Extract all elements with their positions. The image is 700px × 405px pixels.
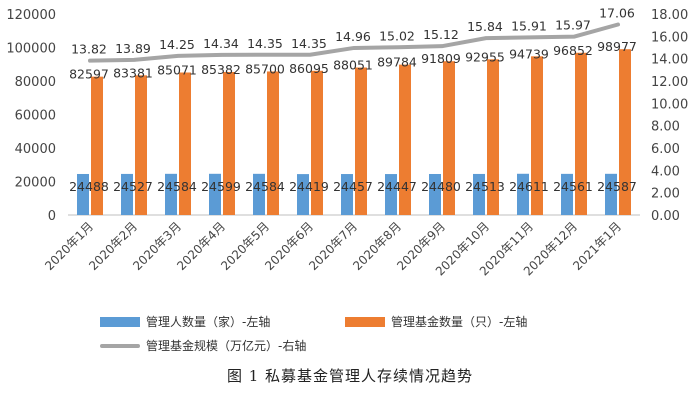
bar-managers xyxy=(473,173,485,215)
data-label-scale: 13.82 xyxy=(71,42,107,57)
bar-managers xyxy=(517,173,529,215)
data-label-scale: 14.35 xyxy=(291,36,327,51)
bar-funds xyxy=(355,67,367,215)
bar-managers xyxy=(561,173,573,215)
right-axis-tick-label: 0.00 xyxy=(651,209,680,224)
data-label-managers: 24480 xyxy=(421,179,461,194)
data-label-managers: 24447 xyxy=(377,179,417,194)
data-label-scale: 15.84 xyxy=(467,19,503,34)
data-label-managers: 24584 xyxy=(157,179,197,194)
left-axis-tick-label: 100000 xyxy=(6,42,56,57)
bar-managers xyxy=(605,173,617,215)
legend-label-scale: 管理基金规模（万亿元）-右轴 xyxy=(146,339,307,353)
data-label-funds: 85700 xyxy=(245,61,285,76)
data-label-managers: 24561 xyxy=(553,179,593,194)
left-axis-tick-label: 20000 xyxy=(15,176,56,191)
legend-swatch-funds xyxy=(345,316,385,327)
data-label-managers: 24457 xyxy=(333,179,373,194)
legend-label-managers: 管理人数量（家）-左轴 xyxy=(146,315,271,329)
data-label-managers: 24419 xyxy=(289,179,329,194)
data-label-managers: 24513 xyxy=(465,179,505,194)
bar-managers xyxy=(121,173,133,215)
right-axis-tick-label: 2.00 xyxy=(651,187,680,202)
bar-managers xyxy=(77,173,89,215)
legend-swatch-scale xyxy=(100,343,140,348)
left-axis-tick-label: 80000 xyxy=(15,75,56,90)
data-label-scale: 14.25 xyxy=(159,37,195,52)
data-label-scale: 14.35 xyxy=(247,36,283,51)
left-axis-tick-label: 120000 xyxy=(6,8,56,23)
line-fund-scale xyxy=(88,22,620,63)
left-axis-tick-label: 60000 xyxy=(15,109,56,124)
right-axis-tick-label: 12.00 xyxy=(651,75,688,90)
right-axis-tick-label: 4.00 xyxy=(651,164,680,179)
bar-funds xyxy=(443,61,455,215)
data-label-funds: 88051 xyxy=(333,58,373,73)
data-label-funds: 91809 xyxy=(421,51,461,66)
bar-managers xyxy=(297,174,309,215)
bar-funds xyxy=(575,52,587,215)
data-label-managers: 24488 xyxy=(69,179,109,194)
bar-managers xyxy=(341,174,353,215)
bar-managers xyxy=(385,174,397,215)
left-axis-tick-label: 40000 xyxy=(15,142,56,157)
data-label-funds: 94739 xyxy=(509,46,549,61)
data-label-managers: 24599 xyxy=(201,179,241,194)
bar-funds xyxy=(311,70,323,215)
left-axis-tick-label: 0 xyxy=(48,209,56,224)
data-label-scale: 14.34 xyxy=(203,36,239,51)
bar-managers xyxy=(429,173,441,215)
data-label-funds: 83381 xyxy=(113,65,153,80)
bar-managers xyxy=(253,173,265,215)
data-label-funds: 98977 xyxy=(597,39,637,54)
legend-swatch-managers xyxy=(100,316,140,327)
right-axis-tick-label: 6.00 xyxy=(651,142,680,157)
legend-item-scale: 管理基金规模（万亿元）-右轴 xyxy=(100,337,306,354)
right-axis-tick-label: 8.00 xyxy=(651,120,680,135)
right-axis-tick-label: 10.00 xyxy=(651,97,688,112)
data-label-scale: 13.89 xyxy=(115,41,151,56)
data-label-managers: 24587 xyxy=(597,179,637,194)
data-label-funds: 89784 xyxy=(377,55,417,70)
bar-funds xyxy=(91,76,103,215)
data-label-scale: 15.02 xyxy=(379,28,415,43)
legend-label-funds: 管理基金数量（只）-左轴 xyxy=(391,315,528,329)
bar-funds xyxy=(399,64,411,215)
data-label-funds: 85071 xyxy=(157,63,197,78)
right-axis-tick-label: 14.00 xyxy=(651,53,688,68)
right-axis-tick-label: 16.00 xyxy=(651,30,688,45)
data-label-funds: 96852 xyxy=(553,43,593,58)
data-label-funds: 92955 xyxy=(465,49,505,64)
legend-item-funds: 管理基金数量（只）-左轴 xyxy=(345,313,527,330)
data-label-scale: 14.96 xyxy=(335,29,371,44)
data-label-managers: 24527 xyxy=(113,179,153,194)
bar-managers xyxy=(209,173,221,215)
data-label-scale: 17.06 xyxy=(599,5,635,20)
data-label-funds: 82597 xyxy=(69,67,109,82)
bar-funds xyxy=(487,59,499,215)
figure-caption: 图 1 私募基金管理人存续情况趋势 xyxy=(226,367,474,385)
x-axis-tick-label: 2021年1月 xyxy=(570,219,624,273)
bar-managers xyxy=(165,173,177,215)
data-label-funds: 86095 xyxy=(289,61,329,76)
data-label-funds: 85382 xyxy=(201,62,241,77)
data-label-managers: 24584 xyxy=(245,179,285,194)
data-label-scale: 15.91 xyxy=(511,18,547,33)
right-axis-tick-label: 18.00 xyxy=(651,8,688,23)
bar-funds xyxy=(267,71,279,215)
bar-funds xyxy=(531,56,543,215)
bar-funds xyxy=(619,49,631,215)
data-label-managers: 24611 xyxy=(509,179,549,194)
bar-funds xyxy=(135,75,147,215)
bar-funds xyxy=(179,72,191,215)
data-label-scale: 15.12 xyxy=(423,27,459,42)
data-label-scale: 15.97 xyxy=(555,18,591,33)
legend-item-managers: 管理人数量（家）-左轴 xyxy=(100,313,270,330)
bar-funds xyxy=(223,71,235,215)
